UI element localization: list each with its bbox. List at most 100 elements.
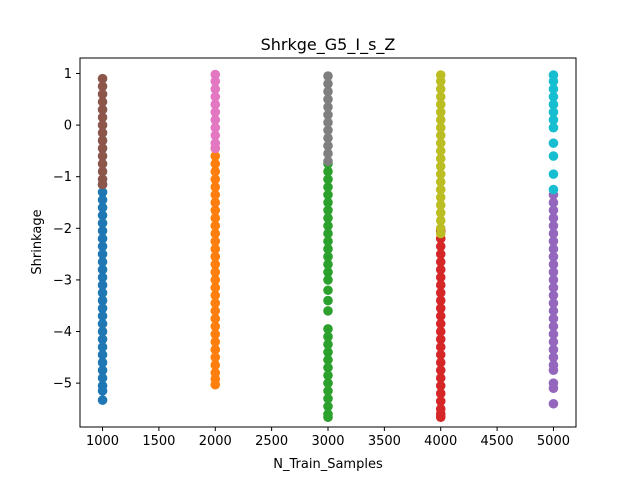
data-point bbox=[435, 396, 446, 407]
data-point bbox=[97, 373, 108, 383]
data-point bbox=[548, 329, 559, 339]
data-point bbox=[97, 233, 108, 244]
data-point bbox=[210, 122, 221, 133]
data-point bbox=[548, 184, 559, 195]
data-point bbox=[548, 282, 559, 293]
data-point bbox=[210, 236, 221, 247]
x-tick-label: 4000 bbox=[424, 434, 457, 449]
data-point bbox=[435, 334, 446, 345]
data-point bbox=[323, 205, 333, 216]
data-point bbox=[435, 412, 446, 422]
data-point bbox=[323, 182, 333, 192]
data-point bbox=[435, 169, 446, 179]
data-point bbox=[323, 251, 333, 262]
data-point bbox=[97, 303, 108, 314]
data-point bbox=[548, 244, 559, 254]
data-point bbox=[97, 73, 108, 84]
data-point bbox=[323, 295, 333, 306]
data-point bbox=[210, 91, 221, 102]
data-point bbox=[435, 249, 446, 259]
data-point bbox=[210, 166, 221, 177]
data-point bbox=[323, 174, 333, 185]
data-point bbox=[210, 290, 221, 301]
data-point bbox=[323, 102, 333, 112]
data-point bbox=[323, 386, 333, 396]
data-point bbox=[435, 161, 446, 172]
data-point bbox=[435, 349, 446, 360]
x-tick-label: 2500 bbox=[255, 434, 288, 449]
data-point bbox=[210, 159, 221, 169]
data-point bbox=[435, 272, 446, 283]
chart-title: Shrkge_G5_I_s_Z bbox=[261, 35, 396, 55]
data-point bbox=[210, 99, 221, 110]
data-point bbox=[323, 347, 333, 357]
data-point bbox=[548, 91, 559, 102]
data-point bbox=[323, 166, 333, 177]
x-tick-label: 3000 bbox=[311, 434, 344, 449]
data-point bbox=[435, 342, 446, 352]
data-point bbox=[97, 311, 108, 321]
data-point bbox=[435, 295, 446, 306]
data-point bbox=[210, 84, 221, 94]
data-point bbox=[210, 107, 221, 117]
data-point bbox=[210, 213, 221, 223]
data-point bbox=[210, 259, 221, 270]
y-tick-label: −4 bbox=[53, 325, 72, 340]
data-point bbox=[97, 365, 108, 376]
data-point bbox=[97, 226, 108, 236]
data-point bbox=[210, 228, 221, 239]
data-point bbox=[210, 115, 221, 125]
data-point bbox=[435, 153, 446, 164]
data-point bbox=[548, 383, 559, 394]
data-point bbox=[435, 138, 446, 148]
data-point bbox=[548, 321, 559, 332]
x-tick-label: 3500 bbox=[368, 434, 401, 449]
data-point bbox=[210, 76, 221, 87]
data-point bbox=[210, 151, 221, 161]
data-point bbox=[323, 228, 333, 239]
data-point bbox=[435, 107, 446, 117]
data-point bbox=[210, 321, 221, 332]
data-point bbox=[97, 280, 108, 290]
data-point bbox=[323, 355, 333, 365]
data-point bbox=[97, 104, 108, 115]
data-point bbox=[435, 318, 446, 329]
data-point bbox=[97, 202, 108, 213]
data-point bbox=[97, 288, 108, 298]
data-point bbox=[323, 306, 333, 316]
data-point bbox=[97, 349, 108, 360]
data-point bbox=[435, 215, 446, 226]
x-tick-label: 5000 bbox=[537, 434, 570, 449]
data-point bbox=[548, 306, 559, 316]
data-point bbox=[435, 192, 446, 203]
data-point bbox=[97, 210, 108, 221]
data-point bbox=[548, 138, 559, 148]
data-point bbox=[323, 125, 333, 136]
data-point bbox=[97, 264, 108, 275]
data-point bbox=[210, 244, 221, 254]
data-point bbox=[97, 295, 108, 306]
data-point bbox=[97, 128, 108, 138]
data-point bbox=[210, 220, 221, 231]
data-point bbox=[97, 395, 108, 405]
data-point bbox=[210, 379, 221, 390]
data-point bbox=[548, 251, 559, 262]
data-points bbox=[97, 69, 559, 422]
data-point bbox=[323, 189, 333, 200]
data-point bbox=[97, 326, 108, 337]
data-point bbox=[323, 244, 333, 254]
data-point bbox=[435, 373, 446, 383]
data-point bbox=[435, 326, 446, 337]
data-point bbox=[97, 187, 108, 197]
data-point bbox=[97, 151, 108, 161]
data-point bbox=[97, 218, 108, 228]
data-point bbox=[97, 386, 108, 396]
data-point bbox=[323, 148, 333, 159]
data-point bbox=[548, 259, 559, 270]
data-point bbox=[97, 159, 108, 169]
y-axis-ticks: −5 −4 −3 −2 −1 0 1 bbox=[53, 67, 80, 392]
data-point bbox=[210, 282, 221, 293]
data-point bbox=[435, 177, 446, 187]
data-point bbox=[548, 197, 559, 208]
